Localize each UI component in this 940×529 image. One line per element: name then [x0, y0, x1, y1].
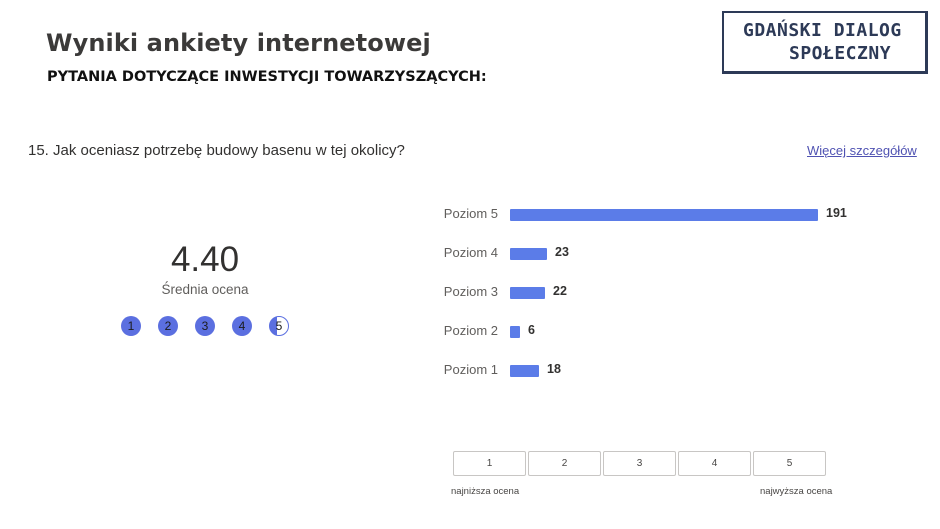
rating-dot-3: 3: [195, 316, 215, 336]
more-details-link[interactable]: Więcej szczegółów: [807, 143, 917, 158]
scale-option-2[interactable]: 2: [528, 451, 601, 476]
section-title: PYTANIA DOTYCZĄCE INWESTYCJI TOWARZYSZĄC…: [47, 69, 487, 85]
bar-label: Poziom 3: [443, 284, 498, 299]
rating-dot-5: 5: [269, 316, 289, 336]
question-text: 15. Jak oceniasz potrzebę budowy basenu …: [28, 142, 405, 159]
bar: [510, 365, 539, 377]
bar-value-label: 6: [528, 323, 535, 337]
average-rating-value: 4.40: [170, 240, 240, 279]
scale-option-4[interactable]: 4: [678, 451, 751, 476]
scale-low-label: najniższa ocena: [451, 486, 520, 497]
bar-label: Poziom 1: [443, 362, 498, 377]
bar: [510, 248, 547, 260]
logo-text-line-1: GDAŃSKI DIALOG: [743, 20, 902, 41]
scale-option-1[interactable]: 1: [453, 451, 526, 476]
bar-row: Poziom 5 191: [420, 205, 880, 225]
bar-row: Poziom 4 23: [420, 244, 880, 264]
bar: [510, 287, 545, 299]
bar: [510, 209, 818, 221]
bar-row: Poziom 2 6: [420, 322, 880, 342]
page-title: Wyniki ankiety internetowej: [46, 29, 431, 57]
rating-dot-1: 1: [121, 316, 141, 336]
bar-label: Poziom 4: [443, 245, 498, 260]
bar: [510, 326, 520, 338]
rating-dot-4: 4: [232, 316, 252, 336]
scale-high-label: najwyższa ocena: [760, 486, 833, 497]
bar-row: Poziom 1 18: [420, 361, 880, 381]
bar-value-label: 191: [826, 206, 847, 220]
scale-option-5[interactable]: 5: [753, 451, 826, 476]
bar-value-label: 23: [555, 245, 569, 259]
average-rating-label: Średnia ocena: [161, 282, 249, 297]
bar-label: Poziom 5: [443, 206, 498, 221]
rating-dot-2: 2: [158, 316, 178, 336]
bar-row: Poziom 3 22: [420, 283, 880, 303]
logo: GDAŃSKI DIALOG SPOŁECZNY: [722, 11, 928, 74]
logo-text-line-2: SPOŁECZNY: [789, 43, 892, 64]
scale-option-3[interactable]: 3: [603, 451, 676, 476]
bar-label: Poziom 2: [443, 323, 498, 338]
bar-value-label: 22: [553, 284, 567, 298]
bar-value-label: 18: [547, 362, 561, 376]
